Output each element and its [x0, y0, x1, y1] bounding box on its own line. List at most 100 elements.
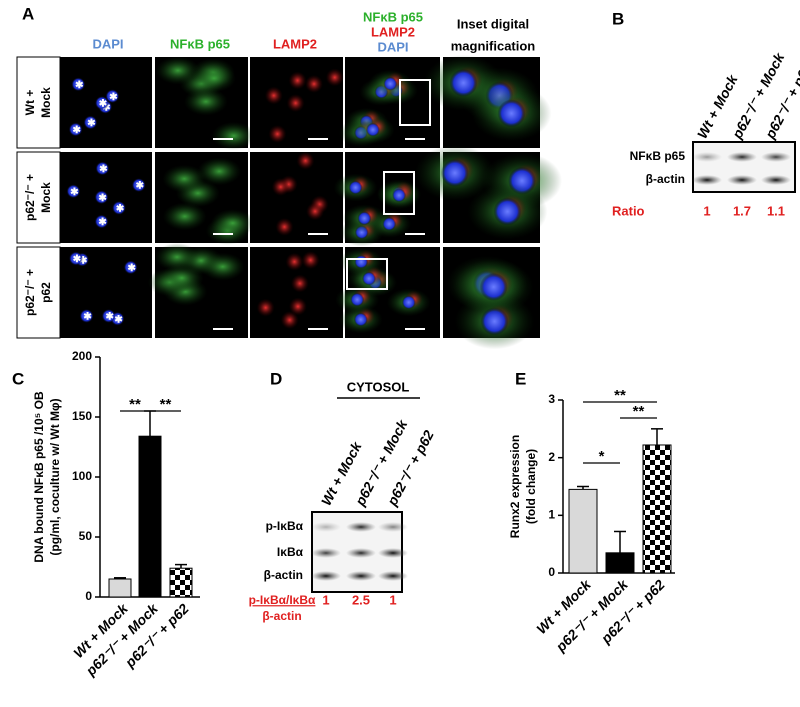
band — [346, 522, 376, 532]
nucleus — [68, 122, 83, 137]
bar — [108, 578, 132, 598]
column-header: DAPI — [92, 36, 123, 51]
y-tick-label: 1 — [548, 508, 555, 522]
nucleus-marker: ✱ — [128, 263, 137, 274]
error-bar — [175, 563, 187, 569]
lysosome-signal — [268, 124, 287, 143]
nucleus — [497, 99, 526, 128]
nucleus-marker: ✱ — [98, 217, 107, 228]
fraction-label: CYTOSOL — [347, 379, 410, 394]
micrograph — [250, 152, 343, 243]
significance-label: ** — [633, 403, 645, 420]
cell-signal — [197, 157, 242, 186]
y-tick-label: 50 — [79, 529, 93, 543]
nucleus-marker: ✱ — [70, 187, 79, 198]
significance-label: ** — [614, 387, 626, 404]
row-label: p62⁻/⁻ + — [23, 269, 37, 316]
panel-letter: D — [270, 369, 282, 388]
nucleus — [353, 312, 368, 327]
band — [761, 175, 791, 185]
bar — [169, 567, 193, 598]
nucleus-marker: ✱ — [99, 164, 108, 175]
row-label: p62 — [39, 282, 53, 303]
cell-signal — [210, 209, 255, 238]
band — [311, 548, 341, 558]
nucleus — [401, 295, 416, 310]
row-label-box — [16, 56, 61, 149]
y-tick-label: 3 — [548, 392, 555, 406]
panel-letter: B — [612, 9, 624, 28]
row-label: Mock — [39, 87, 53, 118]
nucleus-marker: ✱ — [98, 193, 107, 204]
nucleus — [94, 95, 109, 110]
band-label: IκBα — [277, 545, 304, 559]
nucleus — [66, 184, 81, 199]
column-header: Inset digital — [457, 16, 529, 31]
bar — [642, 444, 672, 574]
panel-letter: E — [515, 369, 526, 388]
nucleus — [365, 122, 380, 137]
lysosome-signal — [286, 94, 305, 113]
band — [727, 152, 757, 162]
ratio-value: 1.1 — [767, 203, 785, 218]
ratio-value: 2.5 — [352, 592, 370, 607]
inset-box — [383, 171, 415, 215]
band — [311, 522, 341, 532]
nucleus-marker: ✱ — [87, 118, 96, 129]
error-bar — [144, 410, 156, 437]
nucleus-marker: ✱ — [116, 204, 125, 215]
ratio-value: 1 — [703, 203, 710, 218]
inset-box — [399, 79, 431, 126]
panel-letter: C — [12, 369, 24, 388]
band-label: β-actin — [646, 172, 685, 186]
nucleus-marker: ✱ — [75, 80, 84, 91]
nucleus — [383, 76, 398, 91]
nucleus — [348, 180, 363, 195]
nucleus-marker: ✱ — [136, 181, 145, 192]
ratio-label: β-actin — [262, 609, 301, 623]
cell-signal — [211, 121, 256, 150]
nucleus — [357, 211, 372, 226]
nucleus-marker: ✱ — [105, 312, 114, 323]
nucleus — [79, 308, 94, 323]
band — [346, 548, 376, 558]
y-axis-label: (fold change) — [524, 449, 538, 524]
nucleus — [479, 272, 508, 301]
lysosome-signal — [305, 74, 324, 93]
lysosome-signal — [275, 217, 294, 236]
y-axis-label: Runx2 expression — [508, 435, 522, 538]
y-tick-label: 150 — [72, 409, 92, 423]
nucleus — [94, 214, 109, 229]
nucleus — [83, 115, 98, 130]
y-tick-label: 100 — [72, 469, 92, 483]
band — [346, 571, 376, 581]
cell-signal — [155, 243, 200, 272]
nucleus-marker: ✱ — [109, 92, 118, 103]
nucleus-marker: ✱ — [114, 314, 123, 325]
nucleus — [392, 188, 407, 203]
lysosome-signal — [271, 177, 290, 196]
y-tick-label: 2 — [548, 450, 555, 464]
y-tick-label: 0 — [85, 589, 92, 603]
lysosome-signal — [325, 68, 344, 87]
band — [692, 175, 722, 185]
row-label: p62⁻/⁻ + — [23, 174, 37, 221]
nucleus — [94, 190, 109, 205]
column-header: DAPI — [377, 39, 408, 54]
nucleus — [350, 292, 365, 307]
lysosome-signal — [301, 251, 320, 270]
band — [378, 571, 408, 581]
column-header: NFκB p65 — [170, 36, 230, 51]
lysosome-signal — [264, 86, 283, 105]
error-bar — [651, 428, 663, 445]
lysosome-signal — [306, 202, 325, 221]
column-header: magnification — [451, 38, 536, 53]
cell-signal — [200, 252, 245, 281]
y-tick-label: 0 — [548, 565, 555, 579]
lysosome-signal — [288, 71, 307, 90]
nucleus — [112, 200, 127, 215]
lysosome-signal — [280, 311, 299, 330]
nucleus-marker: ✱ — [73, 254, 82, 265]
lysosome-signal — [290, 274, 309, 293]
